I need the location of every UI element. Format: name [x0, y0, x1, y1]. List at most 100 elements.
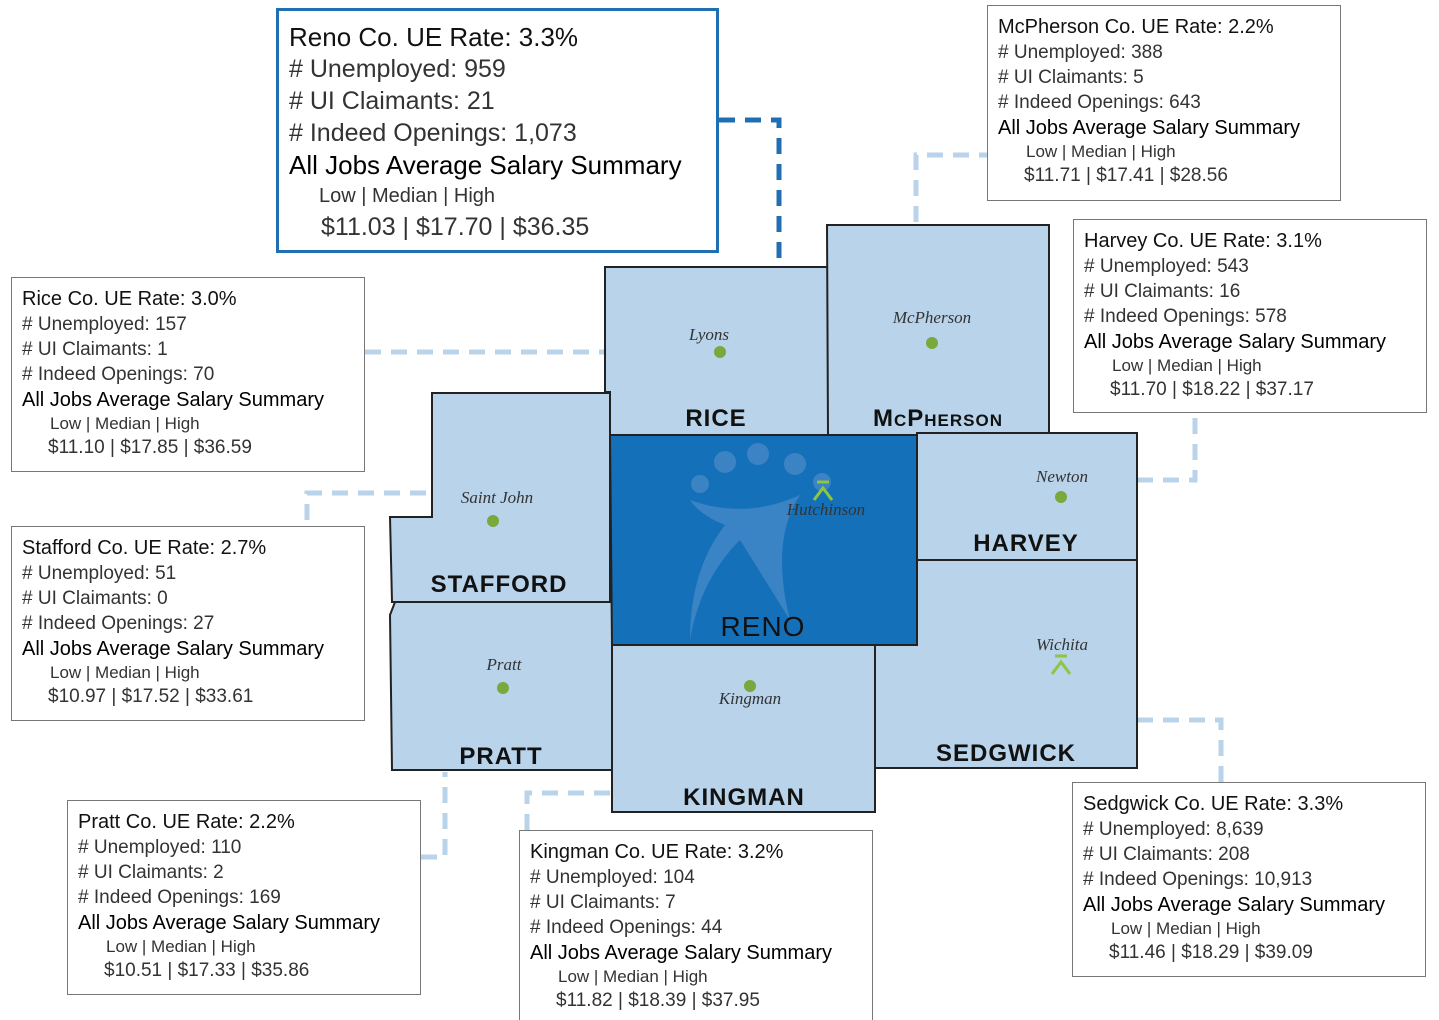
- salary-columns: Low | Median | High: [558, 967, 708, 986]
- county-info-box: Rice Co. UE Rate: 3.0% # Unemployed: 157 #…: [11, 277, 365, 472]
- connector: [1137, 717, 1224, 782]
- unemployed: # Unemployed: 8,639: [1083, 819, 1264, 840]
- indeed-openings: # Indeed Openings: 578: [1084, 306, 1287, 327]
- salary-values: $10.97 | $17.52 | $33.61: [48, 686, 254, 707]
- salary-values: $11.03 | $17.70 | $36.35: [321, 213, 590, 241]
- ui-claimants: # UI Claimants: 16: [1084, 281, 1241, 302]
- indeed-openings: # Indeed Openings: 10,913: [1083, 869, 1313, 890]
- salary-values: $10.51 | $17.33 | $35.86: [104, 960, 310, 981]
- city-dot: [497, 682, 509, 694]
- county-label: McPherson: [873, 405, 1003, 432]
- ui-claimants: # UI Claimants: 1: [22, 339, 168, 360]
- county-info-box: McPherson Co. UE Rate: 2.2% # Unemployed:…: [987, 5, 1341, 201]
- connector: [524, 790, 610, 830]
- salary-columns: Low | Median | High: [1026, 142, 1176, 161]
- salary-columns: Low | Median | High: [319, 185, 496, 207]
- ui-claimants: # UI Claimants: 21: [289, 87, 495, 115]
- connector: [913, 152, 987, 222]
- salary-columns: Low | Median | High: [50, 414, 200, 433]
- ui-claimants: # UI Claimants: 0: [22, 588, 168, 609]
- indeed-openings: # Indeed Openings: 27: [22, 613, 215, 634]
- city-star: [1050, 654, 1072, 675]
- title: Rice Co. UE Rate: 3.0%: [22, 288, 237, 310]
- salary-heading: All Jobs Average Salary Summary: [289, 150, 682, 180]
- county-shape: [388, 392, 611, 603]
- city-dot: [487, 515, 499, 527]
- title: Reno Co. UE Rate: 3.3%: [289, 22, 579, 52]
- salary-heading: All Jobs Average Salary Summary: [530, 942, 832, 964]
- unemployed: # Unemployed: 543: [1084, 256, 1249, 277]
- unemployed: # Unemployed: 110: [78, 837, 242, 858]
- unemployed: # Unemployed: 959: [289, 55, 506, 83]
- county-label: HARVEY: [973, 530, 1079, 557]
- salary-heading: All Jobs Average Salary Summary: [1084, 331, 1386, 353]
- city-star: [812, 480, 834, 501]
- indeed-openings: # Indeed Openings: 1,073: [289, 119, 577, 147]
- city-label: Kingman: [718, 689, 781, 708]
- ui-claimants: # UI Claimants: 5: [998, 67, 1144, 88]
- salary-heading: All Jobs Average Salary Summary: [998, 117, 1300, 139]
- indeed-openings: # Indeed Openings: 70: [22, 364, 215, 385]
- indeed-openings: # Indeed Openings: 643: [998, 92, 1201, 113]
- title: Pratt Co. UE Rate: 2.2%: [78, 811, 295, 833]
- county-info-box: Pratt Co. UE Rate: 2.2% # Unemployed: 110…: [67, 800, 421, 995]
- indeed-openings: # Indeed Openings: 169: [78, 887, 281, 908]
- county-label: STAFFORD: [431, 571, 568, 598]
- county-info-box: Kingman Co. UE Rate: 3.2% # Unemployed: 1…: [519, 830, 873, 1020]
- unemployed: # Unemployed: 388: [998, 42, 1163, 63]
- city-dot: [744, 680, 756, 692]
- salary-columns: Low | Median | High: [1111, 919, 1261, 938]
- salary-columns: Low | Median | High: [106, 937, 256, 956]
- title: Harvey Co. UE Rate: 3.1%: [1084, 230, 1322, 252]
- salary-heading: All Jobs Average Salary Summary: [22, 638, 324, 660]
- county-label: KINGMAN: [683, 784, 805, 811]
- unemployed: # Unemployed: 157: [22, 314, 187, 335]
- title: McPherson Co. UE Rate: 2.2%: [998, 16, 1274, 38]
- city-label: Lyons: [688, 325, 729, 344]
- city-dot: [926, 337, 938, 349]
- salary-columns: Low | Median | High: [50, 663, 200, 682]
- salary-values: $11.70 | $18.22 | $37.17: [1110, 379, 1314, 400]
- city-label: Newton: [1035, 467, 1088, 486]
- county-info-box: Harvey Co. UE Rate: 3.1% # Unemployed: 54…: [1073, 219, 1427, 413]
- salary-columns: Low | Median | High: [1112, 356, 1262, 375]
- ui-claimants: # UI Claimants: 7: [530, 892, 676, 913]
- salary-heading: All Jobs Average Salary Summary: [22, 389, 324, 411]
- city-dot: [1055, 491, 1067, 503]
- salary-heading: All Jobs Average Salary Summary: [78, 912, 380, 934]
- salary-heading: All Jobs Average Salary Summary: [1083, 894, 1385, 916]
- salary-values: $11.82 | $18.39 | $37.95: [556, 990, 760, 1011]
- city-label: McPherson: [892, 308, 971, 327]
- connectors: [304, 152, 1224, 860]
- city-label: Hutchinson: [786, 500, 865, 519]
- city-label: Saint John: [461, 488, 533, 507]
- logo-watermark: [690, 443, 831, 640]
- salary-values: $11.71 | $17.41 | $28.56: [1024, 165, 1228, 186]
- county-label: SEDGWICK: [936, 740, 1076, 767]
- county-info-box: Sedgwick Co. UE Rate: 3.3% # Unemployed: …: [1072, 782, 1426, 977]
- city-label: Wichita: [1036, 635, 1088, 654]
- title: Kingman Co. UE Rate: 3.2%: [530, 841, 784, 863]
- county-shape: [825, 224, 1050, 436]
- salary-values: $11.46 | $18.29 | $39.09: [1109, 942, 1313, 963]
- indeed-openings: # Indeed Openings: 44: [530, 917, 723, 938]
- salary-values: $11.10 | $17.85 | $36.59: [48, 437, 252, 458]
- title: Sedgwick Co. UE Rate: 3.3%: [1083, 793, 1344, 815]
- county-label: RICE: [685, 405, 746, 432]
- unemployed: # Unemployed: 104: [530, 867, 695, 888]
- connector: [421, 772, 448, 860]
- unemployed: # Unemployed: 51: [22, 563, 177, 584]
- county-label: RENO: [721, 611, 806, 642]
- county-label: PRATT: [459, 743, 542, 770]
- connector: [304, 490, 432, 520]
- ui-claimants: # UI Claimants: 208: [1083, 844, 1250, 865]
- county-info-box: Reno Co. UE Rate: 3.3% # Unemployed: 959 #…: [276, 8, 719, 253]
- ui-claimants: # UI Claimants: 2: [78, 862, 224, 883]
- connector: [1137, 412, 1198, 483]
- city-dot: [714, 346, 726, 358]
- county-info-box: Stafford Co. UE Rate: 2.7% # Unemployed: …: [11, 526, 365, 721]
- title: Stafford Co. UE Rate: 2.7%: [22, 537, 267, 559]
- city-label: Pratt: [486, 655, 523, 674]
